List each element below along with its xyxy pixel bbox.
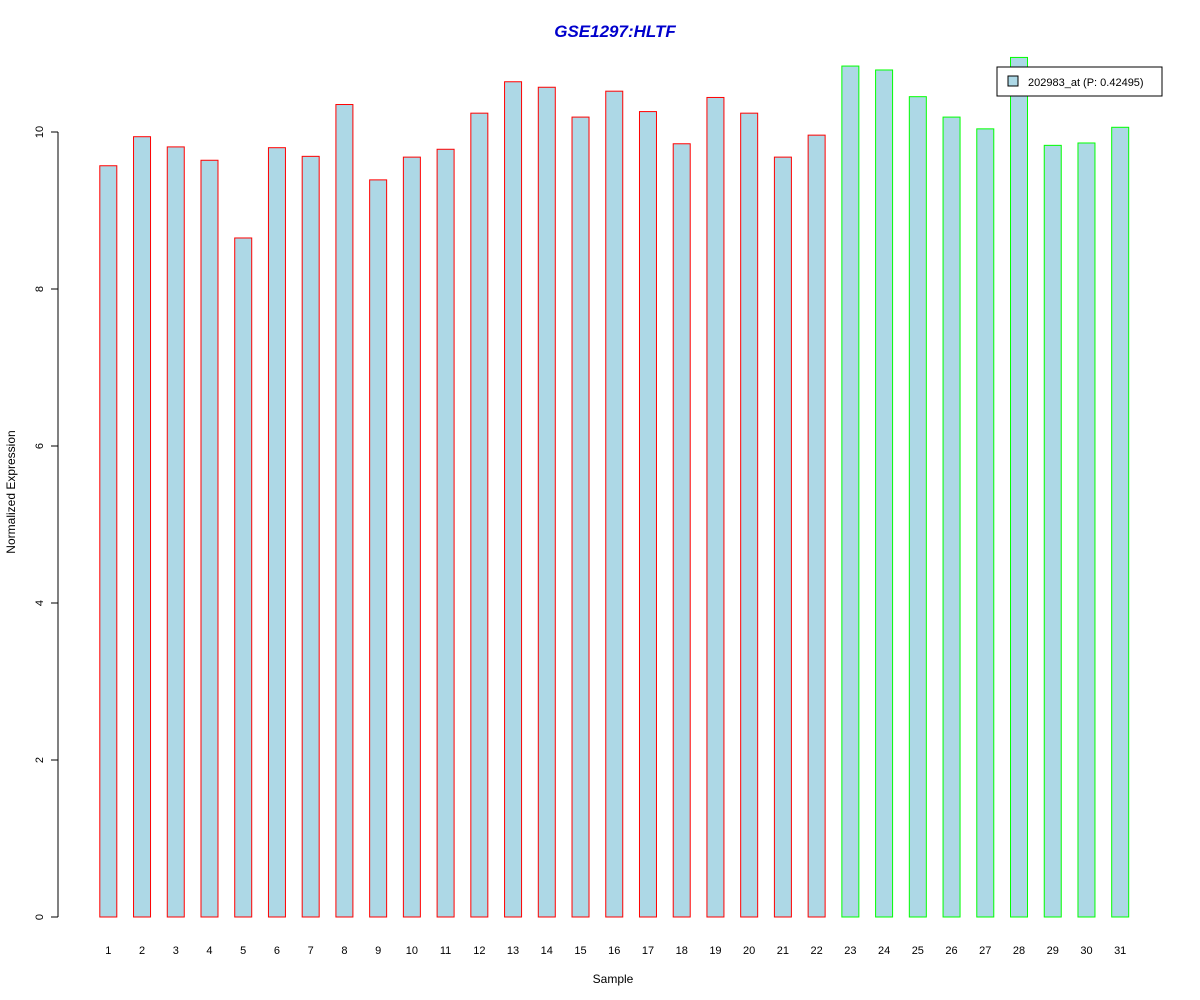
y-axis: 0 2 4 6 8 10 (34, 126, 59, 920)
x-tick-label: 28 (1013, 945, 1025, 957)
bar (402, 156, 421, 918)
x-tick-label: 4 (206, 945, 212, 957)
bar (740, 112, 759, 918)
x-tick-label: 26 (945, 945, 957, 957)
bar (807, 134, 826, 918)
x-tick-label: 2 (139, 945, 145, 957)
bar (605, 90, 624, 918)
bar (99, 165, 118, 918)
x-tick-label: 17 (642, 945, 654, 957)
bar (942, 116, 961, 918)
y-tick-label: 0 (34, 914, 46, 920)
x-tick-label: 5 (240, 945, 246, 957)
x-tick-label: 15 (574, 945, 586, 957)
bar (976, 128, 995, 918)
x-tick-label: 31 (1114, 945, 1126, 957)
x-tick-label: 23 (844, 945, 856, 957)
legend: 202983_at (P: 0.42495) (996, 66, 1163, 97)
x-tick-label: 1 (105, 945, 111, 957)
bar (1111, 126, 1130, 918)
bar (234, 237, 253, 918)
x-tick-label: 10 (406, 945, 418, 957)
legend-label: 202983_at (P: 0.42495) (1028, 77, 1144, 89)
x-tick-label: 14 (541, 945, 553, 957)
x-axis-label: Sample (593, 972, 634, 986)
x-tick-label: 16 (608, 945, 620, 957)
bar (133, 136, 152, 918)
x-tick-label: 11 (440, 945, 451, 957)
bar (301, 155, 320, 918)
x-tick-label: 30 (1080, 945, 1092, 957)
x-tick-label: 12 (473, 945, 485, 957)
bar (537, 86, 556, 918)
y-tick-label: 10 (34, 126, 46, 138)
x-tick-label: 22 (811, 945, 823, 957)
bar (841, 65, 860, 918)
bar (470, 112, 489, 918)
bar (875, 69, 894, 918)
bar (1010, 56, 1029, 918)
bars (99, 56, 1130, 918)
bar (504, 81, 523, 918)
bar (908, 96, 927, 918)
bar (369, 179, 388, 918)
bar (335, 104, 354, 918)
x-tick-label: 25 (912, 945, 924, 957)
y-tick-label: 6 (34, 443, 46, 449)
chart-title: GSE1297:HLTF (554, 22, 676, 41)
y-axis-label: Normalized Expression (4, 430, 18, 553)
y-tick-label: 4 (34, 600, 46, 606)
bar (267, 147, 286, 918)
x-tick-labels: 1 2 3 4 5 6 7 8 9 10 11 12 13 14 15 16 17 18 19 20 21 22 23 24 2… (105, 945, 1126, 957)
x-tick-label: 8 (341, 945, 347, 957)
legend-swatch (1007, 75, 1019, 87)
bar (1077, 142, 1096, 918)
x-tick-label: 20 (743, 945, 755, 957)
x-tick-label: 6 (274, 945, 280, 957)
y-tick-label: 2 (34, 757, 46, 763)
x-tick-label: 27 (979, 945, 991, 957)
x-tick-label: 9 (375, 945, 381, 957)
bar (166, 146, 185, 918)
legend-box (996, 66, 1163, 97)
bar (706, 96, 725, 918)
x-tick-label: 21 (777, 945, 789, 957)
x-tick-label: 13 (507, 945, 519, 957)
x-tick-label: 7 (308, 945, 314, 957)
bar (200, 159, 219, 918)
x-tick-label: 29 (1047, 945, 1059, 957)
bar (571, 116, 590, 918)
x-tick-label: 18 (676, 945, 688, 957)
bar (638, 111, 657, 918)
bar (436, 148, 455, 918)
bar (1043, 144, 1062, 918)
x-tick-label: 24 (878, 945, 890, 957)
bar (672, 143, 691, 918)
bar (773, 156, 792, 918)
x-tick-label: 3 (173, 945, 179, 957)
y-tick-label: 8 (34, 286, 46, 292)
x-tick-label: 19 (709, 945, 721, 957)
